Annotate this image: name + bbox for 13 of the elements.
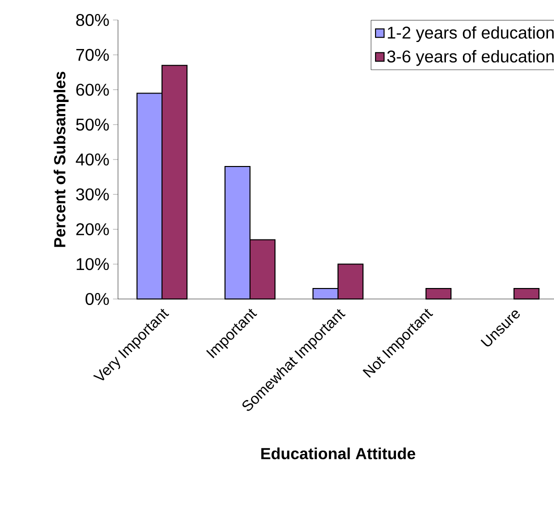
y-tick-label: 10% [76, 258, 109, 270]
x-axis-title: Educational Attitude [261, 448, 416, 460]
legend-label: 3-6 years of education [387, 50, 554, 66]
y-tick-label: 0% [86, 292, 109, 306]
legend-label: 1-2 years of education [388, 26, 554, 42]
y-tick-label: 50% [76, 118, 109, 131]
y-tick-label: 70% [76, 48, 109, 61]
y-tick-label: 60% [76, 84, 109, 96]
y-axis-title: Percent of Subsamples [54, 72, 69, 247]
y-tick-label: 40% [76, 153, 109, 166]
y-tick-label: 30% [76, 188, 109, 200]
y-tick-label: 80% [76, 14, 109, 26]
y-tick-label: 20% [76, 223, 109, 236]
